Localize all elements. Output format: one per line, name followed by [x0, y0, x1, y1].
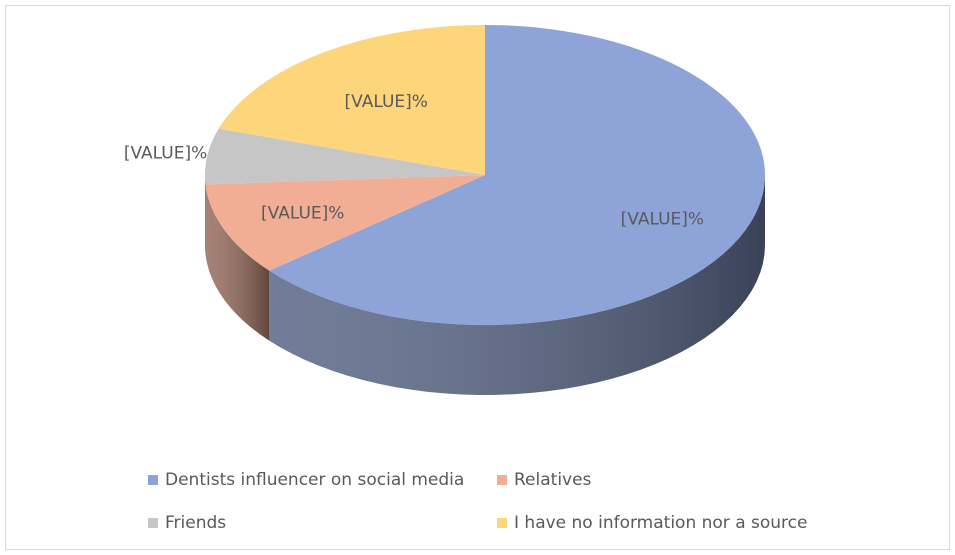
legend-label: Dentists influencer on social media [165, 470, 464, 490]
slice-side-shade [205, 184, 270, 341]
data-label: [VALUE]% [621, 210, 704, 230]
data-label: [VALUE]% [345, 92, 428, 112]
slice [205, 128, 486, 185]
slice [218, 25, 486, 175]
legend-swatch [148, 475, 158, 485]
legend-label: Friends [165, 513, 226, 533]
slice-side-shade [205, 175, 206, 255]
legend-swatch [497, 475, 507, 485]
slice [269, 25, 766, 325]
legend-label: I have no information nor a source [514, 513, 807, 533]
slice-side-shade [269, 175, 765, 395]
legend-swatch [497, 518, 507, 528]
data-label: [VALUE]% [124, 143, 207, 163]
data-label: [VALUE]% [261, 204, 344, 224]
slice [205, 175, 485, 271]
legend-label: Relatives [514, 470, 592, 490]
legend-swatch [148, 518, 158, 528]
